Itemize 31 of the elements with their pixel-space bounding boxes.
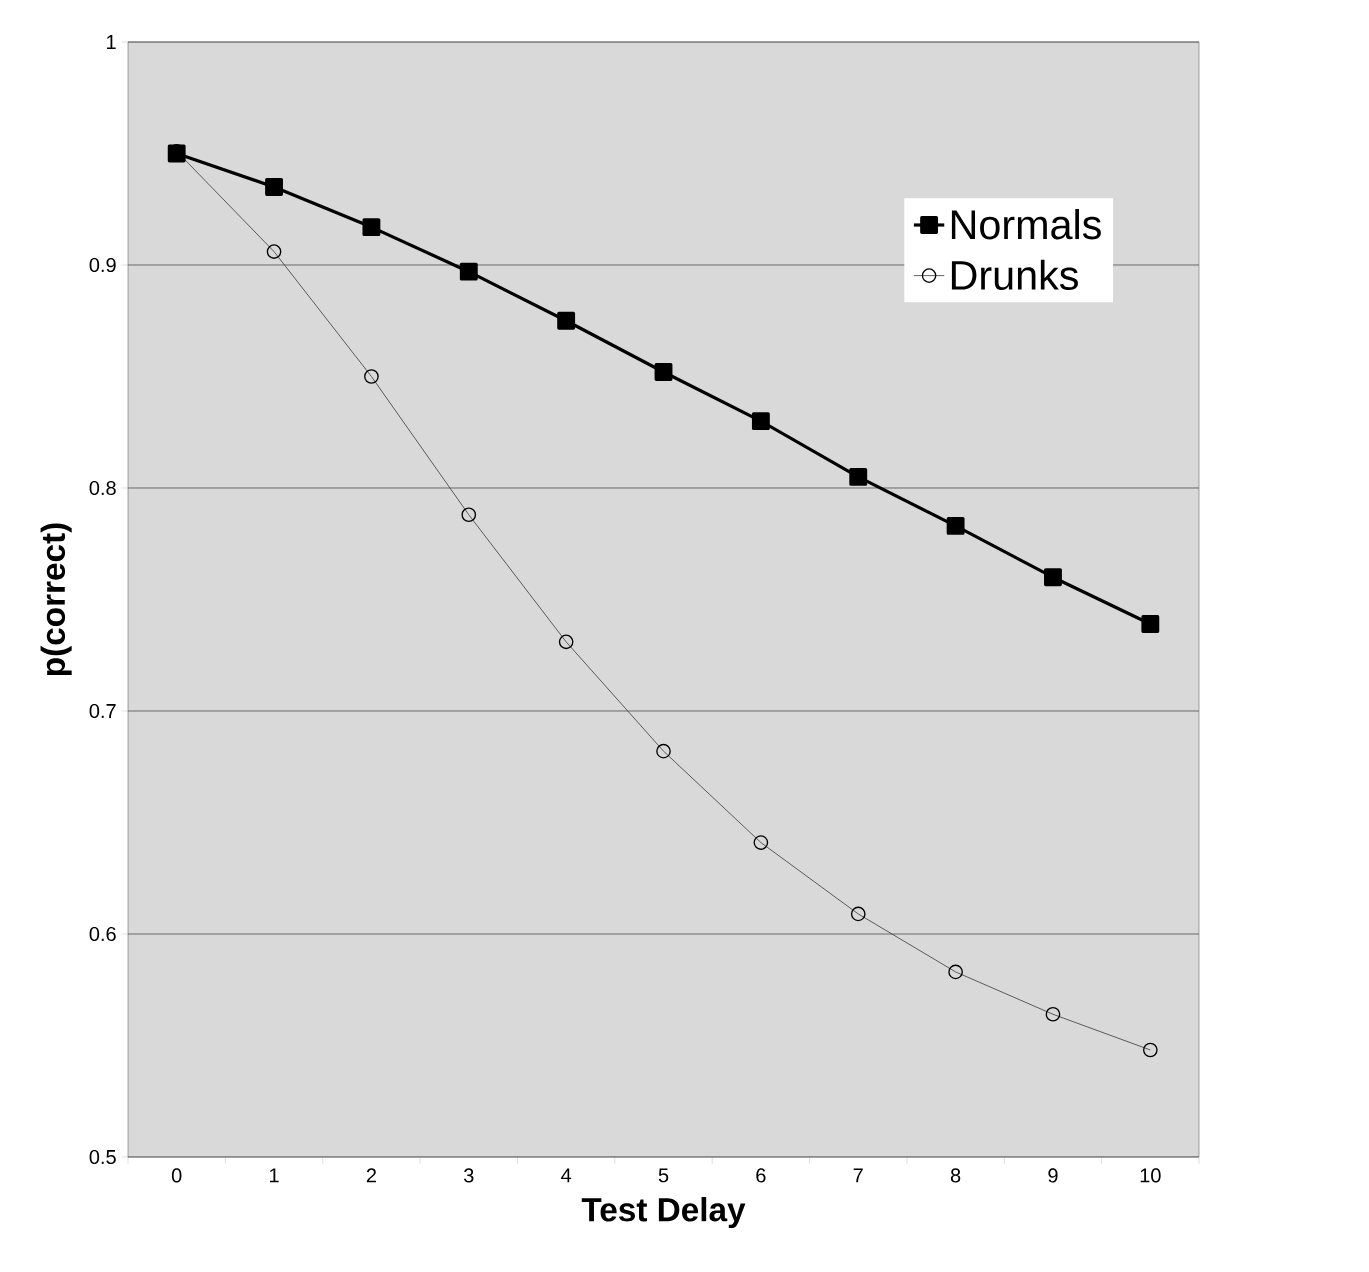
legend-label: Drunks (951, 259, 1078, 290)
y-tick-label: 1 (107, 35, 116, 49)
y-tick-label: 0.7 (89, 703, 116, 719)
point (1141, 615, 1160, 633)
point (1044, 568, 1062, 587)
x-tick-label: 8 (950, 1168, 961, 1183)
x-tick-label: 5 (658, 1168, 669, 1183)
x-tick-label: 4 (561, 1168, 572, 1183)
point (557, 311, 576, 330)
y-tick-label: 0.5 (89, 1149, 116, 1165)
x-tick-label: 2 (366, 1168, 376, 1183)
point (751, 412, 770, 431)
point (654, 363, 673, 381)
x-tick-label: 7 (853, 1168, 863, 1183)
point (362, 218, 381, 237)
legend-label: Normals (951, 209, 1101, 240)
y-tick-label: 0.8 (89, 480, 116, 496)
point (265, 178, 283, 196)
point (849, 467, 868, 486)
x-tick-label: 6 (756, 1168, 766, 1183)
x-axis-title: Test Delay (581, 1197, 746, 1229)
x-tick-label: 1 (270, 1168, 279, 1183)
x-tick-label: 3 (463, 1168, 474, 1183)
y-tick-label: 0.9 (89, 257, 116, 273)
point (946, 516, 965, 535)
x-tick-label: 0 (171, 1168, 182, 1183)
y-axis-title: p(correct) (40, 523, 72, 676)
y-tick-label: 0.6 (89, 926, 116, 942)
point (459, 262, 478, 281)
x-tick-label: 10 (1140, 1168, 1161, 1183)
x-tick-label: 9 (1048, 1168, 1058, 1183)
